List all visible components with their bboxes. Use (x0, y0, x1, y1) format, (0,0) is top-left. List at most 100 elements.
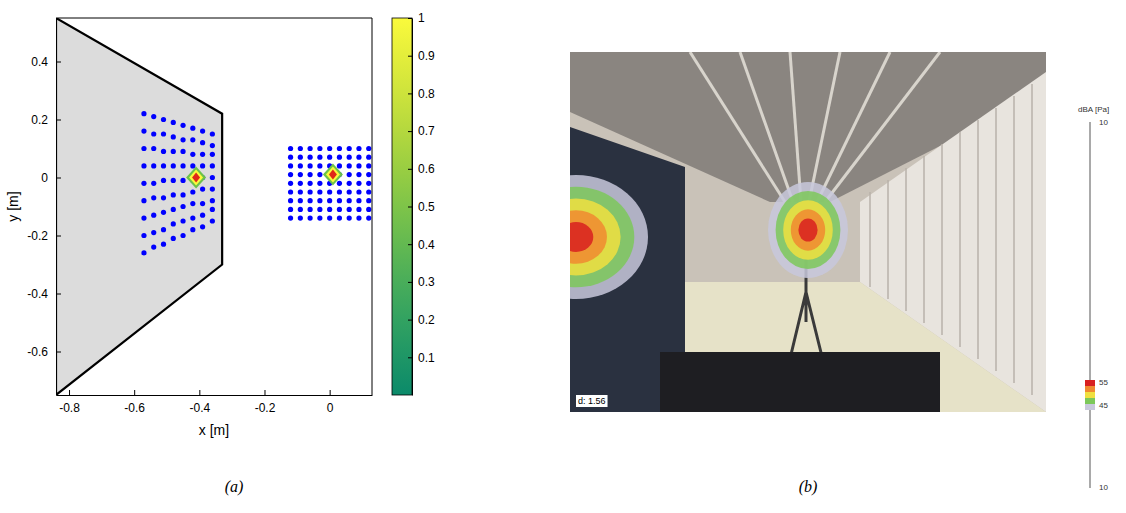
tick: -0.2 (255, 390, 276, 415)
ceiling-beam (817, 52, 890, 202)
wall-panel (869, 192, 871, 287)
tick: -0.6 (124, 390, 145, 415)
tick: 0 (41, 171, 61, 185)
point (288, 189, 293, 194)
scale-band (1085, 404, 1095, 410)
point (210, 175, 215, 180)
source-ring (186, 167, 206, 189)
ceiling-beam (740, 52, 793, 202)
point (161, 163, 166, 168)
tick-label: 0.9 (418, 49, 435, 63)
tick-mark (56, 352, 61, 353)
point (366, 181, 371, 186)
point (327, 207, 332, 212)
point (298, 198, 303, 203)
point (190, 152, 195, 157)
axis-line (412, 19, 413, 396)
axis: 0.10.20.30.40.50.60.70.80.91 (408, 11, 435, 395)
point (151, 195, 156, 200)
frame (56, 18, 372, 19)
point (337, 207, 342, 212)
point (190, 189, 195, 194)
scale-label: 55 (1099, 378, 1108, 387)
sound-blob (768, 182, 848, 278)
ceiling-beam (790, 52, 801, 202)
source-ring (323, 164, 343, 186)
point (200, 187, 205, 192)
tick-label: -0.4 (189, 401, 210, 415)
tick-label: 0.1 (418, 351, 435, 365)
point (161, 210, 166, 215)
tick: 0.2 (408, 313, 435, 327)
sound-blob (570, 175, 648, 299)
point (356, 146, 361, 151)
point (161, 178, 166, 183)
point (161, 195, 166, 200)
tick-label: 0.3 (418, 275, 435, 289)
tick: 0 (327, 390, 334, 415)
tick: 0.3 (408, 275, 435, 289)
point (337, 155, 342, 160)
point (356, 181, 361, 186)
point (308, 198, 313, 203)
point (347, 163, 352, 168)
tick-mark (134, 390, 135, 395)
point (337, 181, 342, 186)
point (337, 189, 342, 194)
point (161, 117, 166, 122)
point (180, 123, 185, 128)
point (356, 198, 361, 203)
scale-label: 45 (1099, 401, 1108, 410)
point (180, 178, 185, 183)
point (210, 218, 215, 223)
point (171, 134, 176, 139)
point (288, 146, 293, 151)
point (347, 198, 352, 203)
point (327, 216, 332, 221)
point (366, 172, 371, 177)
point (151, 181, 156, 186)
wall-panel (1031, 84, 1033, 395)
scale-band (1085, 392, 1095, 398)
point (288, 155, 293, 160)
tick-label: -0.2 (255, 401, 276, 415)
tick-label: -0.8 (59, 401, 80, 415)
point (356, 163, 361, 168)
tick: 1 (408, 11, 425, 25)
point (317, 181, 322, 186)
ceiling-beam (690, 52, 785, 202)
point (141, 146, 146, 151)
point (347, 207, 352, 212)
point (298, 181, 303, 186)
point (288, 207, 293, 212)
point (141, 111, 146, 116)
axis-title: y [m] (5, 191, 21, 221)
tick: 0.4 (31, 55, 61, 69)
point (210, 198, 215, 203)
point (161, 227, 166, 232)
photo (570, 52, 1046, 412)
point (308, 216, 313, 221)
point (308, 146, 313, 151)
source-ring (326, 167, 340, 183)
tick-label: 0.2 (31, 113, 48, 127)
point (317, 207, 322, 212)
point (356, 155, 361, 160)
caption: (b) (799, 478, 818, 496)
tick-mark (408, 93, 412, 94)
tick: 0.2 (31, 113, 61, 127)
tick: 0.1 (408, 351, 435, 365)
point (161, 131, 166, 136)
axis-title: x [m] (199, 422, 229, 438)
point (141, 198, 146, 203)
outline (56, 18, 222, 395)
point (288, 163, 293, 168)
point (180, 149, 185, 154)
point (151, 230, 156, 235)
point (366, 146, 371, 151)
point (200, 163, 205, 168)
point (298, 172, 303, 177)
point (200, 224, 205, 229)
point (366, 207, 371, 212)
point (210, 131, 215, 136)
